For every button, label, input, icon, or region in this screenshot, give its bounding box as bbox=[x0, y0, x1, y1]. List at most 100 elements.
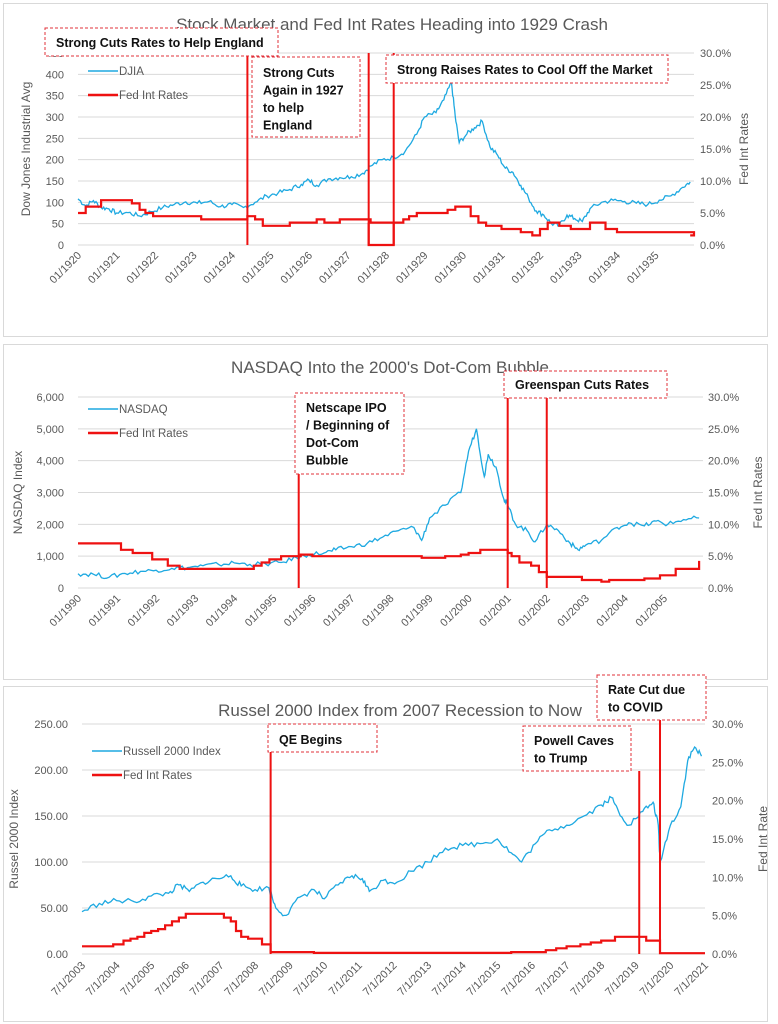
chart2-y2tick-label: 10.0% bbox=[712, 872, 743, 884]
chart1-annotation-text: Netscape IPO bbox=[306, 401, 387, 415]
chart1-xtick-label: 01/1992 bbox=[126, 593, 163, 630]
chart2-xtick-label: 7/1/2005 bbox=[119, 960, 158, 999]
chart0-xtick-label: 01/1920 bbox=[48, 250, 85, 287]
chart2-annotation-text: to COVID bbox=[608, 701, 663, 715]
chart1-series-nasdaq bbox=[77, 428, 700, 580]
chart0-rate-zero-dip bbox=[367, 222, 395, 247]
chart2-xtick-label: 7/1/2004 bbox=[84, 960, 123, 999]
chart1-ytick-label: 4,000 bbox=[36, 456, 64, 468]
chart2-xtick-label: 7/1/2018 bbox=[569, 960, 608, 999]
chart0-y2tick-label: 30.0% bbox=[700, 48, 731, 60]
chart0-ytick-label: 300 bbox=[46, 112, 64, 124]
chart1-ytick-label: 2,000 bbox=[36, 519, 64, 531]
chart2-xtick-label: 7/1/2013 bbox=[395, 960, 434, 999]
chart2-ytick-label: 0.00 bbox=[47, 949, 68, 961]
chart2-xtick-label: 7/1/2019 bbox=[603, 960, 642, 999]
chart1-legend-label: Fed Int Rates bbox=[119, 428, 188, 440]
chart1-y2tick-label: 20.0% bbox=[708, 456, 739, 468]
chart2-legend-label: Fed Int Rates bbox=[123, 770, 192, 782]
chart1-xtick-label: 01/2000 bbox=[438, 593, 475, 630]
chart1-xtick-label: 01/1998 bbox=[360, 593, 397, 630]
chart1-ytick-label: 5,000 bbox=[36, 424, 64, 436]
chart0-annotation-text: Again in 1927 bbox=[263, 84, 344, 98]
chart1-annotation-text: / Beginning of bbox=[306, 419, 390, 433]
chart0-ytick-label: 150 bbox=[46, 176, 64, 188]
chart1-xtick-label: 01/1995 bbox=[243, 593, 280, 630]
chart1-title: NASDAQ Into the 2000's Dot-Com Bubble bbox=[231, 358, 549, 377]
chart0-annotation-text: Strong Raises Rates to Cool Off the Mark… bbox=[397, 63, 653, 77]
chart1-xtick-label: 01/1994 bbox=[204, 593, 241, 630]
chart0-ytick-label: 350 bbox=[46, 91, 64, 103]
chart0-ytick-label: 0 bbox=[58, 240, 64, 252]
chart0-annotation-text: England bbox=[263, 119, 312, 133]
chart0-annotation-box bbox=[385, 54, 669, 84]
chart2-y2tick-label: 30.0% bbox=[712, 719, 743, 731]
chart2-y2tick-label: 20.0% bbox=[712, 796, 743, 808]
chart2-title: Russel 2000 Index from 2007 Recession to… bbox=[218, 701, 583, 720]
chart2-annotation-text: Powell Caves bbox=[534, 734, 614, 748]
chart2-xtick-label: 7/1/2006 bbox=[153, 960, 192, 999]
chart1-annotation-box bbox=[294, 392, 405, 475]
chart1-legend-label: NASDAQ bbox=[119, 404, 168, 416]
chart2-xtick-label: 7/1/2011 bbox=[327, 960, 365, 998]
chart1-xtick-label: 01/2002 bbox=[516, 593, 553, 630]
chart1-xtick-label: 01/2005 bbox=[633, 593, 670, 630]
chart0-annotation-box bbox=[251, 56, 361, 138]
chart0-xtick-label: 01/1926 bbox=[279, 250, 316, 287]
chart2-ytick-label: 200.00 bbox=[34, 765, 68, 777]
chart2-xtick-label: 7/1/2008 bbox=[222, 960, 261, 999]
chart1-xtick-label: 01/2001 bbox=[477, 593, 514, 630]
chart1-xtick-label: 01/2003 bbox=[555, 593, 592, 630]
chart0-y-axis-label: Dow Jones Industrial Avg bbox=[19, 82, 33, 217]
chart2-ytick-label: 250.00 bbox=[34, 719, 68, 731]
chart2-annotation-box bbox=[267, 723, 378, 753]
chart0-xtick-label: 01/1931 bbox=[471, 250, 508, 287]
chart2-y2tick-label: 15.0% bbox=[712, 834, 743, 846]
chart1-y2tick-label: 30.0% bbox=[708, 392, 739, 404]
chart2-series-fed-int-rates bbox=[82, 912, 705, 955]
chart2-annotation-box bbox=[596, 674, 707, 721]
chart0-y2-axis-label: Fed Int Rates bbox=[737, 113, 751, 185]
chart1-y2tick-label: 5.0% bbox=[708, 551, 733, 563]
chart2-ytick-label: 50.00 bbox=[40, 903, 68, 915]
chart2-y2tick-label: 5.0% bbox=[712, 911, 737, 923]
chart1-y2tick-label: 10.0% bbox=[708, 519, 739, 531]
chart0-xtick-label: 01/1921 bbox=[86, 250, 123, 287]
chart0-annotation-text: to help bbox=[263, 101, 304, 115]
chart1-ytick-label: 1,000 bbox=[36, 551, 64, 563]
chart0-xtick-label: 01/1934 bbox=[587, 250, 624, 287]
chart1-annotation-text: Bubble bbox=[306, 454, 348, 468]
chart1-annotation-text: Greenspan Cuts Rates bbox=[515, 378, 649, 392]
chart1-xtick-label: 01/1993 bbox=[165, 593, 202, 630]
chart0-y2tick-label: 5.0% bbox=[700, 208, 725, 220]
chart2-annotation-box bbox=[522, 725, 632, 772]
chart2-xtick-label: 7/1/2016 bbox=[499, 960, 538, 999]
chart0-title: Stock Market and Fed Int Rates Heading i… bbox=[176, 15, 608, 34]
chart1-y2-axis-label: Fed Int Rates bbox=[751, 456, 765, 528]
chart0-xtick-label: 01/1929 bbox=[394, 250, 431, 287]
chart0-annotation-text: Strong Cuts bbox=[263, 66, 335, 80]
chart2-y2-axis-label: Fed Int Rate bbox=[756, 806, 770, 872]
chart2-xtick-label: 7/1/2014 bbox=[430, 960, 469, 999]
chart0-xtick-label: 01/1928 bbox=[356, 250, 393, 287]
chart1-xtick-label: 01/1990 bbox=[48, 593, 85, 630]
chart2-ytick-label: 150.00 bbox=[34, 811, 68, 823]
chart2-xtick-label: 7/1/2021 bbox=[672, 960, 711, 999]
chart2-annotation-text: to Trump bbox=[534, 752, 588, 766]
chart0-series-djia bbox=[77, 80, 691, 227]
chart0-ytick-label: 100 bbox=[46, 197, 64, 209]
chart0-series-fed-int-rates bbox=[78, 199, 696, 237]
chart0-y2tick-label: 0.0% bbox=[700, 240, 725, 252]
chart0-legend-label: DJIA bbox=[119, 66, 144, 78]
chart0-xtick-label: 01/1924 bbox=[202, 250, 239, 287]
chart1-xtick-label: 01/1999 bbox=[399, 593, 436, 630]
chart2-xtick-label: 7/1/2017 bbox=[534, 960, 573, 999]
chart2-xtick-label: 7/1/2020 bbox=[638, 960, 677, 999]
chart0-xtick-label: 01/1925 bbox=[240, 250, 277, 287]
chart0-annotation-text: Strong Cuts Rates to Help England bbox=[56, 36, 264, 50]
chart0-y2tick-label: 10.0% bbox=[700, 176, 731, 188]
chart0-y2tick-label: 25.0% bbox=[700, 80, 731, 92]
chart-panel-russell bbox=[3, 686, 768, 1022]
chart0-xtick-label: 01/1935 bbox=[625, 250, 662, 287]
